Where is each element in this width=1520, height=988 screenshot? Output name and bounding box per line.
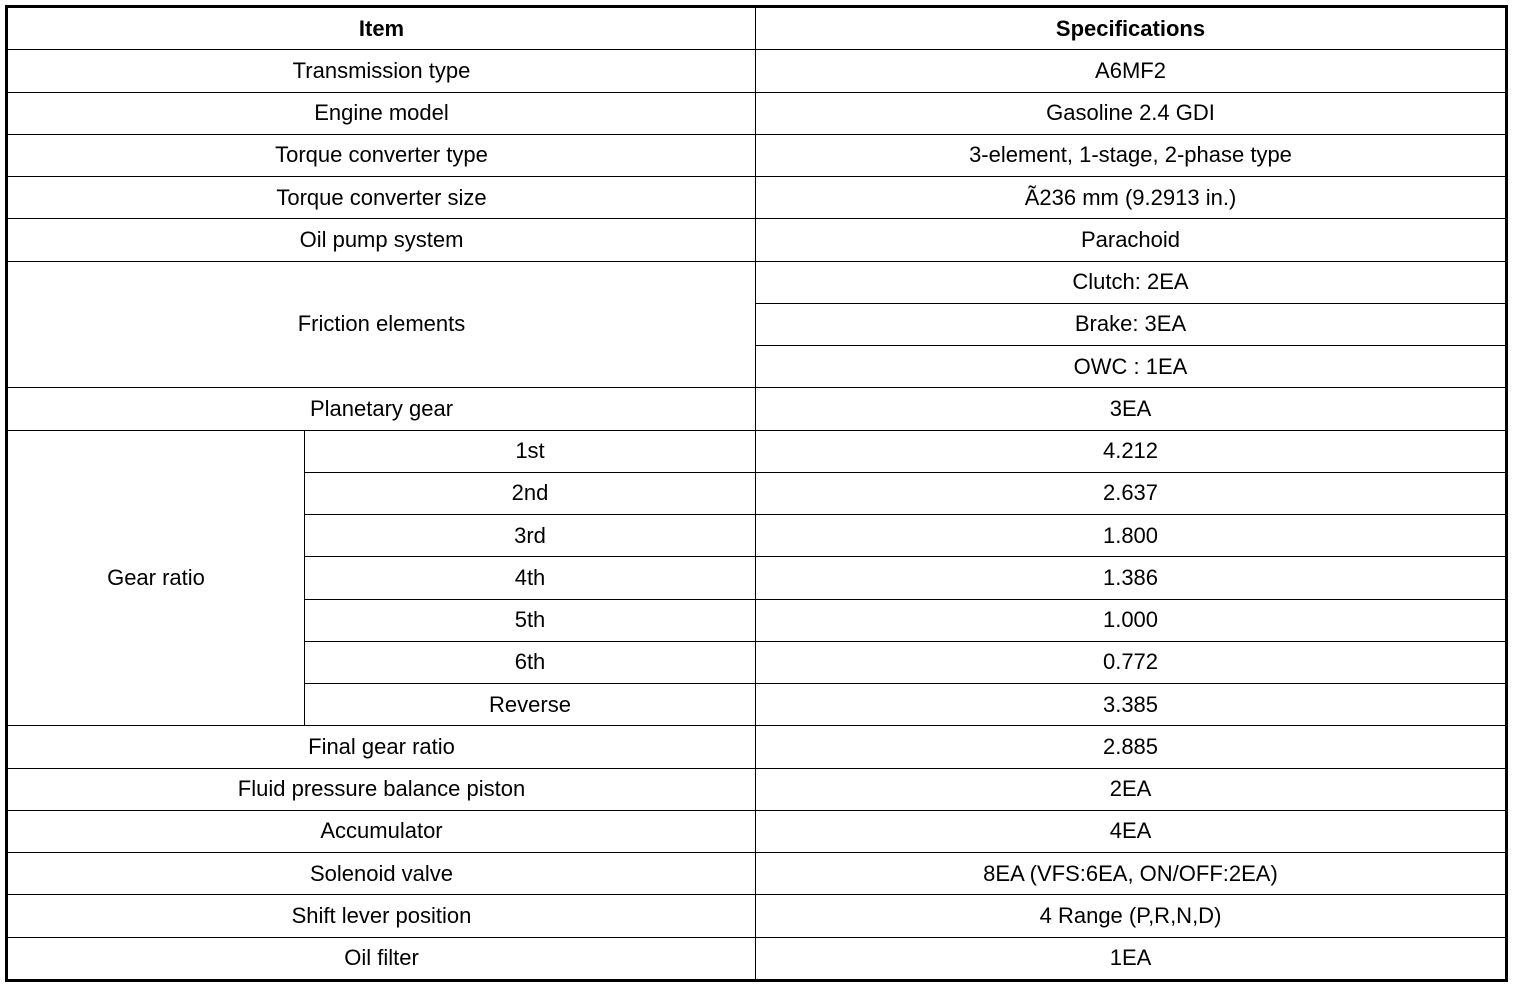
- header-item: Item: [6, 5, 756, 51]
- spec-cell: 4 Range (P,R,N,D): [755, 894, 1507, 938]
- gear-cell: 5th: [304, 598, 756, 642]
- table-row: Oil pump system Parachoid: [6, 218, 1507, 262]
- spec-cell: 1EA: [755, 936, 1507, 982]
- spec-cell: 2.637: [755, 471, 1507, 516]
- item-cell: Friction elements: [6, 260, 756, 389]
- gear-cell: Reverse: [304, 683, 756, 727]
- table-row: Torque converter type 3-element, 1-stage,…: [6, 133, 1507, 178]
- spec-cell: Parachoid: [755, 218, 1507, 262]
- spec-cell: 1.386: [755, 556, 1507, 600]
- item-cell: Oil filter: [6, 936, 756, 982]
- spec-cell: 2EA: [755, 767, 1507, 811]
- item-cell: Shift lever position: [6, 894, 756, 938]
- table-row: Planetary gear 3EA: [6, 387, 1507, 431]
- spec-cell: 3EA: [755, 387, 1507, 431]
- table-row: 6th 0.772: [7, 640, 1507, 685]
- header-specifications: Specifications: [755, 5, 1507, 51]
- spec-cell: 0.772: [755, 640, 1507, 685]
- spec-cell: Ã236 mm (9.2913 in.): [755, 176, 1507, 220]
- gear-cell: 2nd: [304, 471, 756, 516]
- item-cell: Torque converter size: [6, 176, 756, 220]
- table-row: Shift lever position 4 Range (P,R,N,D): [6, 894, 1507, 938]
- table-row: Transmission type A6MF2: [6, 49, 1507, 93]
- item-cell: Solenoid valve: [6, 852, 756, 896]
- item-cell: Oil pump system: [6, 218, 756, 262]
- spec-cell: 8EA (VFS:6EA, ON/OFF:2EA): [755, 852, 1507, 896]
- table-row: Fluid pressure balance piston 2EA: [6, 767, 1507, 811]
- spec-cell: 2.885: [755, 725, 1507, 769]
- table-row: 4th 1.386: [7, 556, 1507, 600]
- spec-cell: 3.385: [755, 683, 1507, 727]
- gear-cell: 6th: [304, 640, 756, 685]
- spec-cell: 4EA: [755, 809, 1507, 854]
- table-row: 5th 1.000: [7, 598, 1507, 642]
- gear-cell: 1st: [304, 429, 756, 473]
- table-row: Engine model Gasoline 2.4 GDI: [6, 91, 1507, 135]
- spec-cell: 1.800: [755, 514, 1507, 558]
- table-row: Final gear ratio 2.885: [6, 725, 1507, 769]
- spec-cell: Brake: 3EA: [755, 302, 1507, 347]
- table-row: 3rd 1.800: [7, 514, 1507, 558]
- spec-cell: Gasoline 2.4 GDI: [755, 91, 1507, 135]
- table-row: Accumulator 4EA: [6, 809, 1507, 854]
- specifications-table: Item Specifications Transmission type A6M…: [5, 5, 1508, 982]
- item-cell: Torque converter type: [6, 133, 756, 178]
- table-row: Brake: 3EA: [7, 302, 1507, 347]
- table-row: 2nd 2.637: [7, 471, 1507, 516]
- item-cell: Planetary gear: [6, 387, 756, 431]
- table-row: OWC : 1EA: [7, 345, 1507, 389]
- gear-cell: 3rd: [304, 514, 756, 558]
- item-cell: Engine model: [6, 91, 756, 135]
- table-row: Torque converter size Ã236 mm (9.2913 in.…: [6, 176, 1507, 220]
- gear-cell: 4th: [304, 556, 756, 600]
- table-row: Reverse 3.385: [7, 683, 1507, 727]
- table-header-row: Item Specifications: [6, 5, 1507, 51]
- table-row: Oil filter 1EA: [6, 936, 1507, 982]
- item-cell: Fluid pressure balance piston: [6, 767, 756, 811]
- spec-cell: 1.000: [755, 598, 1507, 642]
- item-cell: Gear ratio: [6, 429, 305, 727]
- table-row: Friction elements Clutch: 2EA: [6, 260, 1507, 389]
- item-cell: Accumulator: [6, 809, 756, 854]
- spec-cell: 4.212: [755, 429, 1507, 473]
- item-cell: Transmission type: [6, 49, 756, 93]
- spec-cell: OWC : 1EA: [755, 345, 1507, 389]
- table-row: Solenoid valve 8EA (VFS:6EA, ON/OFF:2EA): [6, 852, 1507, 896]
- item-cell: Final gear ratio: [6, 725, 756, 769]
- spec-cell: Clutch: 2EA: [755, 260, 1507, 304]
- spec-cell: A6MF2: [755, 49, 1507, 93]
- spec-cell: 3-element, 1-stage, 2-phase type: [755, 133, 1507, 178]
- table-row: Gear ratio 1st 4.212: [6, 429, 1507, 727]
